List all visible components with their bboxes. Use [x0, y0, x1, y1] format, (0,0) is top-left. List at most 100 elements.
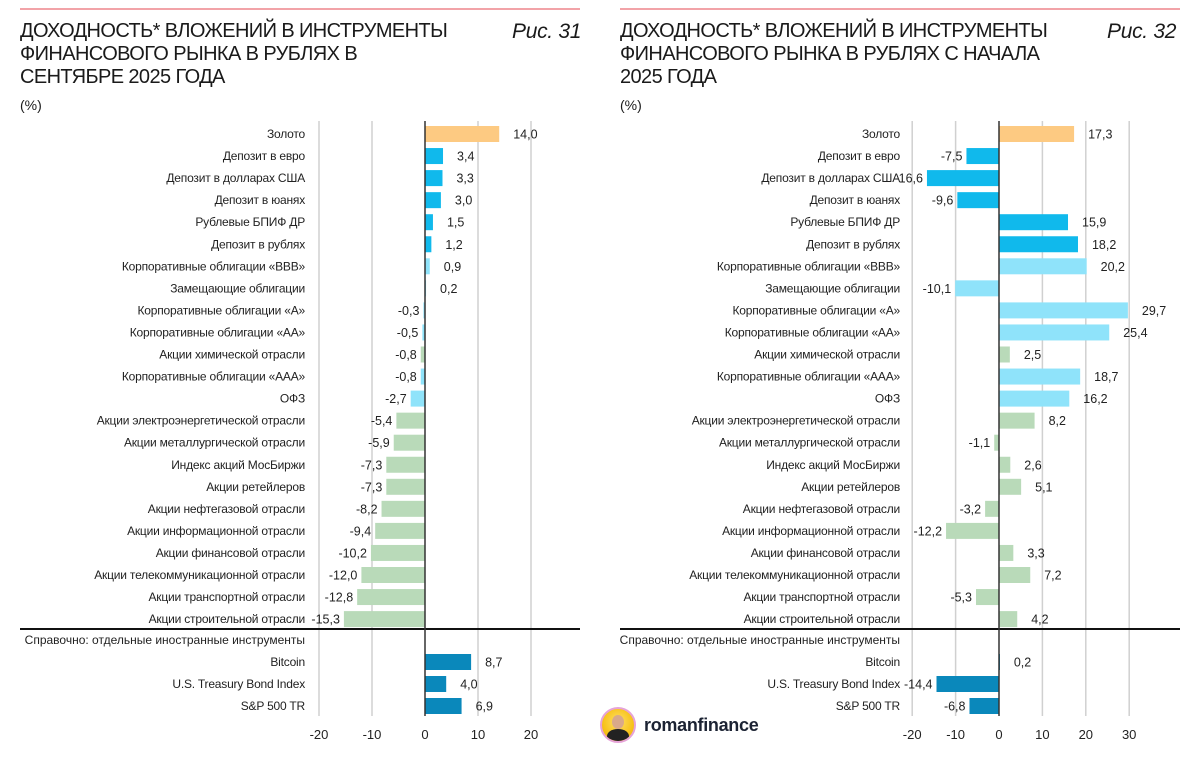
- left-value-label: 3,0: [455, 194, 472, 208]
- right-value-label: -3,2: [960, 502, 982, 516]
- left-category-label: Депозит в рублях: [211, 237, 305, 251]
- left-x-tick-label: 10: [471, 727, 485, 742]
- right-category-label: ОФЗ: [875, 392, 900, 406]
- right-bar: [999, 456, 1011, 473]
- right-category-label: Рублевые БПИФ ДР: [790, 215, 900, 229]
- right-category-label: Корпоративные облигации «ААА»: [717, 370, 901, 384]
- left-value-label: -0,5: [397, 326, 419, 340]
- left-bar: [423, 302, 425, 319]
- left-bar: [425, 126, 500, 142]
- left-bar: [375, 522, 425, 539]
- right-reference-value-label: -14,4: [904, 678, 933, 692]
- right-reference-bar: [936, 676, 999, 692]
- right-bar: [975, 589, 999, 606]
- right-x-tick-label: 20: [1079, 727, 1093, 742]
- left-bar: [425, 192, 441, 209]
- right-category-label: Акции финансовой отрасли: [751, 546, 900, 560]
- left-value-label: -5,9: [368, 436, 390, 450]
- left-reference-category-label: U.S. Treasury Bond Index: [172, 677, 305, 691]
- right-category-label: Депозит в долларах США: [761, 171, 900, 185]
- left-bar: [425, 236, 432, 253]
- right-bar: [999, 236, 1078, 253]
- right-value-label: -10,1: [923, 282, 952, 296]
- right-value-label: -12,2: [914, 524, 943, 538]
- left-x-tick-label: 0: [421, 727, 428, 742]
- right-top-rule: [620, 8, 1180, 10]
- right-category-label: Депозит в евро: [818, 149, 901, 163]
- left-category-label: Замещающие облигации: [170, 281, 305, 295]
- left-value-label: 0,9: [444, 260, 461, 274]
- left-bar: [425, 214, 433, 231]
- right-x-tick-label: -10: [946, 727, 965, 742]
- right-value-label: 7,2: [1044, 569, 1061, 583]
- left-category-label: Корпоративные облигации «А»: [138, 303, 306, 317]
- left-category-label: Акции химической отрасли: [159, 348, 305, 362]
- left-category-label: Индекс акций МосБиржи: [171, 458, 305, 472]
- right-bar: [999, 214, 1069, 231]
- right-value-label: -9,6: [932, 194, 954, 208]
- right-value-label: 17,3: [1088, 128, 1112, 142]
- romanfinance-logo: romanfinance: [600, 707, 759, 743]
- right-value-label: -7,5: [941, 150, 963, 164]
- right-value-label: 5,1: [1035, 480, 1052, 494]
- right-bar: [966, 148, 999, 165]
- left-reference-bar: [425, 654, 472, 670]
- right-value-label: 18,7: [1094, 370, 1118, 384]
- right-category-label: Акции информационной отрасли: [722, 524, 900, 538]
- avatar: [600, 707, 636, 743]
- right-value-label: 20,2: [1101, 260, 1125, 274]
- left-figure-number: Рис. 31: [512, 20, 582, 43]
- right-reference-bar: [969, 698, 999, 714]
- right-x-tick-label: -20: [903, 727, 922, 742]
- left-value-label: 1,5: [447, 216, 464, 230]
- left-value-label: 14,0: [513, 128, 537, 142]
- left-reference-header: Справочно: отдельные иностранные инструм…: [25, 633, 305, 647]
- logo-text: romanfinance: [644, 714, 759, 735]
- right-bar: [994, 434, 999, 451]
- left-value-label: -2,7: [385, 392, 407, 406]
- left-value-label: 1,2: [445, 238, 462, 252]
- right-category-label: Акции транспортной отрасли: [743, 590, 900, 604]
- right-category-label: Акции строительной отрасли: [744, 612, 900, 626]
- left-reference-bar: [425, 676, 447, 692]
- right-category-label: Акции химической отрасли: [754, 348, 900, 362]
- right-bar: [999, 567, 1031, 583]
- right-bar: [946, 522, 999, 539]
- right-reference-category-label: S&P 500 TR: [836, 699, 901, 713]
- right-value-label: 25,4: [1123, 326, 1147, 340]
- right-bar: [955, 280, 999, 297]
- right-value-label: -1,1: [969, 436, 991, 450]
- left-category-label: Депозит в долларах США: [166, 171, 305, 185]
- left-bar: [410, 390, 425, 407]
- left-category-label: Депозит в юанях: [215, 193, 306, 207]
- right-category-label: Акции ретейлеров: [801, 480, 900, 494]
- left-reference-value-label: 4,0: [460, 678, 477, 692]
- left-category-label: Акции транспортной отрасли: [148, 590, 305, 604]
- left-value-label: 0,2: [440, 282, 457, 296]
- left-category-label: Золото: [267, 127, 306, 141]
- left-category-label: Депозит в евро: [223, 149, 306, 163]
- right-bar: [999, 611, 1018, 628]
- left-value-label: -9,4: [350, 524, 372, 538]
- left-reference-bar: [425, 698, 462, 714]
- right-value-label: -5,3: [950, 591, 972, 605]
- right-value-label: 29,7: [1142, 304, 1166, 318]
- right-value-label: 18,2: [1092, 238, 1116, 252]
- right-bar: [999, 258, 1087, 275]
- right-category-label: Акции электроэнергетической отрасли: [692, 414, 900, 428]
- left-bar: [386, 478, 425, 495]
- right-bar: [999, 368, 1081, 385]
- right-reference-value-label: -6,8: [944, 700, 966, 714]
- left-category-label: Корпоративные облигации «ААА»: [122, 370, 306, 384]
- right-value-label: -16,6: [894, 172, 923, 186]
- left-bar: [396, 412, 425, 429]
- left-value-label: -12,0: [329, 569, 358, 583]
- left-bar: [361, 567, 425, 583]
- right-bar: [999, 126, 1075, 142]
- right-bar: [985, 500, 999, 517]
- left-category-label: Рублевые БПИФ ДР: [195, 215, 305, 229]
- left-value-label: -0,3: [398, 304, 420, 318]
- left-category-label: Акции металлургической отрасли: [124, 436, 305, 450]
- left-category-label: Акции электроэнергетической отрасли: [97, 414, 305, 428]
